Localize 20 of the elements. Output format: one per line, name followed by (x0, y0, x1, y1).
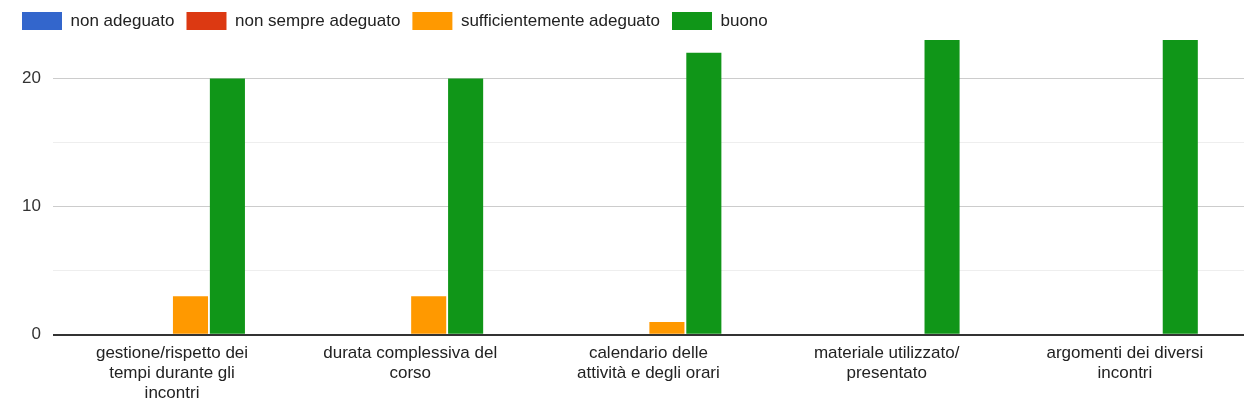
x-tick-label: argomenti dei diversi incontri (1046, 342, 1204, 383)
bar (686, 52, 722, 334)
x-tick-label: durata complessiva del corso (323, 342, 498, 383)
bar (649, 321, 685, 334)
x-tick-label: materiale utilizzato/ presentato (813, 342, 960, 383)
bar (924, 40, 960, 334)
legend-label: non adeguato (70, 10, 175, 30)
bar (448, 78, 484, 334)
bar (172, 296, 209, 334)
y-tick-label: 0 (31, 324, 41, 344)
x-tick-label: gestione/rispetto dei tempi durante gli incontri (95, 342, 249, 403)
legend-label: buono (720, 10, 768, 30)
bar (209, 78, 245, 334)
bar (411, 296, 447, 334)
legend-label: sufficientemente adeguato (460, 10, 661, 30)
y-tick-label: 10 (21, 196, 41, 216)
x-tick-label: calendario delle attività e degli orari (577, 342, 720, 383)
legend-label: non sempre adeguato (234, 10, 401, 30)
bar (1162, 40, 1198, 334)
y-tick-label: 20 (21, 68, 41, 88)
